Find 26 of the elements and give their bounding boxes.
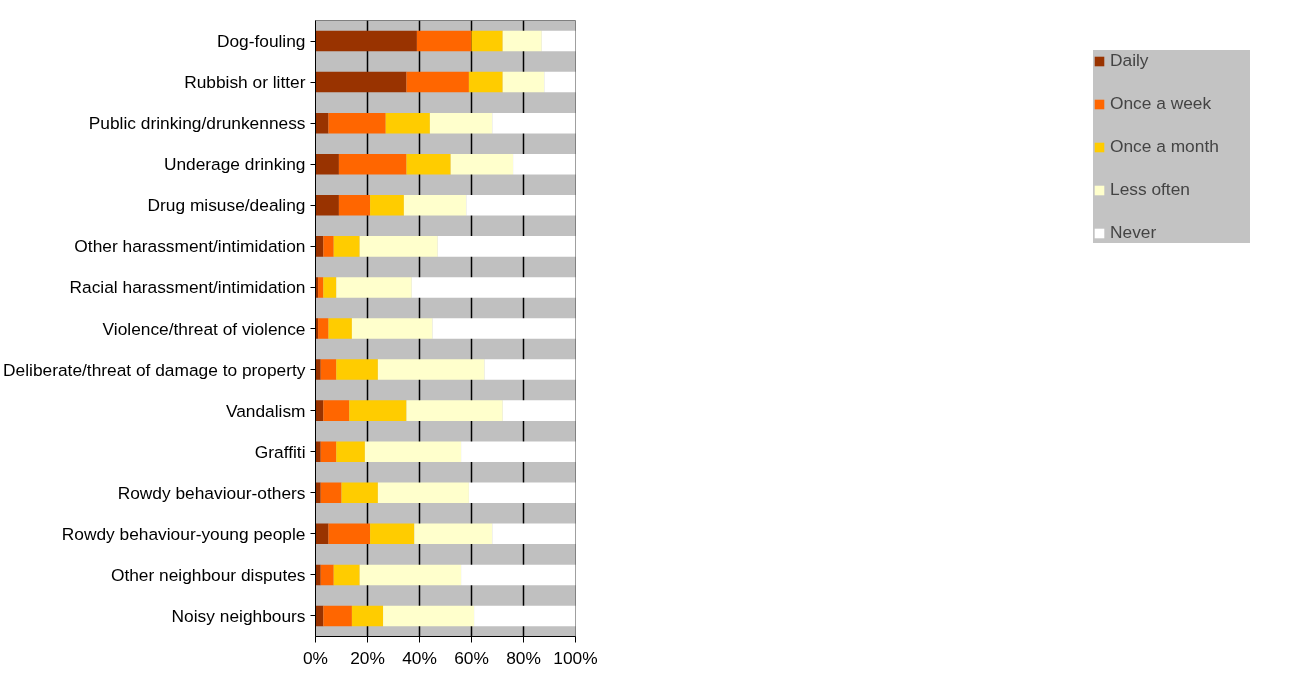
y-tick-label: Other neighbour disputes	[110, 564, 306, 585]
y-tick-label: Graffiti	[254, 441, 306, 462]
x-tick-label: 60%	[454, 647, 489, 668]
y-tick-label: Dog-fouling	[216, 31, 306, 52]
y-tick-label: Noisy neighbours	[171, 605, 306, 626]
legend-label: Once a week	[1110, 93, 1213, 114]
x-tick-label: 80%	[506, 647, 541, 668]
legend-label: Less often	[1110, 179, 1191, 200]
legend-label: Daily	[1110, 50, 1150, 71]
y-tick-label: Deliberate/threat of damage to property	[3, 359, 306, 380]
x-tick-label: 40%	[402, 647, 437, 668]
y-tick-label: Violence/threat of violence	[102, 318, 306, 339]
y-tick-label: Rowdy behaviour-young people	[61, 523, 306, 544]
legend-label: Once a month	[1110, 136, 1220, 157]
y-tick-label: Public drinking/drunkenness	[88, 113, 306, 134]
x-tick-label: 20%	[350, 647, 385, 668]
x-tick-label: 100%	[553, 647, 598, 668]
y-tick-label: Rowdy behaviour-others	[117, 482, 306, 503]
y-tick-label: Other harassment/intimidation	[74, 236, 306, 257]
y-tick-label: Rubbish or litter	[184, 72, 306, 93]
y-tick-label: Drug misuse/dealing	[147, 195, 306, 216]
y-tick-label: Vandalism	[225, 400, 306, 421]
x-tick-label: 0%	[302, 647, 329, 668]
y-tick-label: Racial harassment/intimidation	[69, 277, 306, 298]
legend-label: Never	[1110, 222, 1158, 243]
y-tick-label: Underage drinking	[163, 154, 306, 175]
